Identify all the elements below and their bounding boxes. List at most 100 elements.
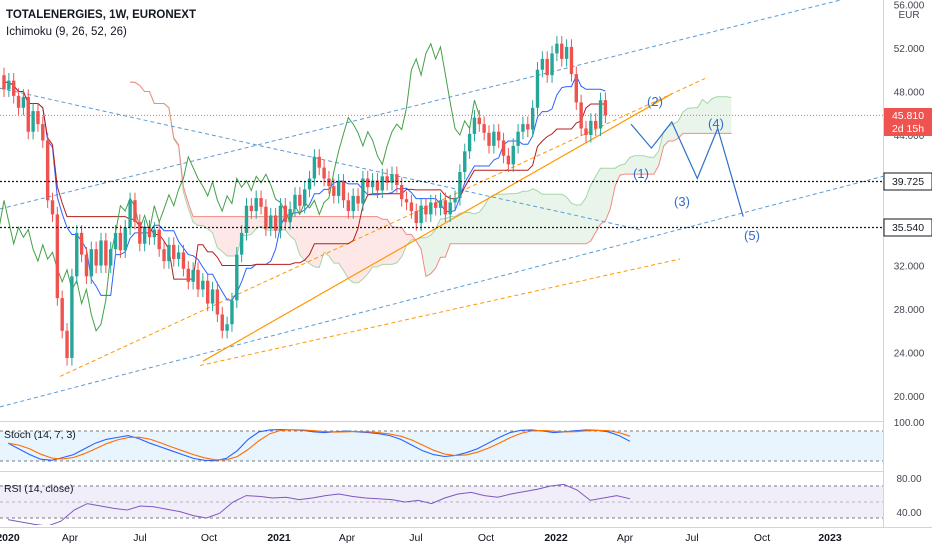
ichimoku-indicator-label[interactable]: Ichimoku (9, 26, 52, 26) — [6, 26, 127, 38]
candlestick-series — [2, 36, 608, 366]
candle-body — [128, 200, 132, 228]
currency-label[interactable]: EUR — [898, 10, 919, 21]
candle-body — [530, 107, 535, 130]
cloud-segment — [508, 193, 514, 244]
candle-body — [206, 280, 210, 304]
cloud-segment — [406, 234, 412, 246]
rsi-pane — [0, 483, 883, 525]
candle-body — [511, 145, 515, 165]
candle-body — [181, 252, 186, 269]
candle-body — [259, 198, 263, 207]
time-tick-label: Apr — [339, 532, 356, 544]
candle-body — [356, 195, 360, 204]
candle-body — [104, 240, 108, 266]
cloud-segment — [489, 194, 494, 244]
price-tick-label: 52.000 — [894, 44, 925, 55]
candle-body — [249, 205, 254, 212]
time-tick-label: Oct — [754, 532, 770, 544]
candle-body — [99, 240, 103, 266]
candle-body — [225, 324, 229, 331]
cloud-segment — [227, 216, 232, 256]
candle-body — [555, 43, 559, 54]
candle-body — [535, 69, 540, 108]
senkou-span-a — [130, 81, 732, 284]
cloud-segment — [721, 96, 727, 134]
candle-body — [244, 205, 249, 233]
cloud-segment — [624, 157, 630, 175]
cloud-segment — [610, 168, 616, 209]
wave-projection-path — [630, 120, 744, 217]
cloud-segment — [401, 227, 407, 257]
candle-body — [230, 300, 234, 325]
candle-body — [497, 131, 501, 141]
candle-body — [12, 80, 16, 96]
candle-body — [443, 200, 448, 215]
cloud-segment — [493, 194, 499, 244]
cloud-segment — [392, 226, 397, 265]
cloud-segment — [328, 216, 334, 264]
cloud-segment — [217, 216, 223, 252]
candle-body — [142, 227, 147, 244]
candle-body — [598, 100, 603, 129]
time-tick-label: Jul — [409, 532, 422, 544]
candle-body — [303, 189, 307, 206]
price-tick-label: 44.000 — [894, 131, 925, 142]
candle-body — [332, 186, 336, 196]
candle-body — [176, 252, 181, 259]
candle-body — [210, 289, 215, 304]
orange-channel-lower — [199, 258, 681, 367]
candle-body — [409, 202, 414, 212]
candle-body — [278, 205, 283, 231]
candle-body — [574, 74, 578, 103]
cloud-segment — [212, 216, 218, 248]
candle-body — [584, 128, 588, 135]
candle-body — [167, 244, 171, 262]
candle-body — [293, 194, 297, 209]
cloud-segment — [586, 185, 591, 244]
candle-body — [84, 254, 89, 277]
cloud-segment — [202, 216, 208, 229]
candle-body — [55, 214, 60, 299]
symbol-title[interactable]: TOTALENERGIES, 1W, EURONEXT — [6, 9, 196, 21]
candle-body — [564, 46, 569, 59]
candle-body — [273, 215, 278, 231]
wave-label-5: (5) — [744, 228, 760, 243]
candle-body — [215, 289, 220, 315]
chikou-line — [0, 42, 480, 332]
cloud-segment — [678, 111, 683, 139]
wave-projection — [630, 120, 744, 217]
cloud-segment — [445, 216, 451, 258]
candle-body — [50, 200, 55, 215]
candle-body — [438, 200, 443, 208]
candle-body — [196, 269, 200, 290]
cloud-segment — [697, 99, 703, 134]
price-tick-label: 28.000 — [894, 305, 925, 316]
cloud-segment — [358, 216, 363, 283]
candle-body — [254, 198, 258, 212]
candle-body — [123, 227, 127, 251]
cloud-segment — [348, 216, 354, 283]
rsi-label[interactable]: RSI (14, close) — [4, 483, 73, 495]
time-tick-label: Jul — [133, 532, 146, 544]
candle-body — [31, 111, 35, 132]
candle-body — [336, 181, 341, 196]
time-tick-label: 2021 — [267, 532, 291, 544]
wave-label-1: (1) — [633, 166, 649, 181]
candle-body — [448, 202, 452, 215]
candle-body — [404, 199, 409, 203]
cloud-segment — [353, 216, 359, 283]
candle-body — [269, 215, 273, 229]
stoch-label[interactable]: Stoch (14, 7, 3) — [4, 429, 76, 441]
candle-body — [235, 254, 239, 301]
cloud-segment — [653, 150, 659, 175]
cloud-segment — [464, 212, 470, 244]
cloud-segment — [396, 227, 402, 263]
cloud-segment — [702, 99, 708, 134]
time-tick-label: 2023 — [818, 532, 842, 544]
candle-body — [65, 330, 69, 358]
cloud-segment — [256, 216, 262, 229]
countdown-value: 2d 15h — [892, 123, 924, 135]
cloud-segment — [193, 216, 198, 226]
candle-body — [579, 102, 583, 129]
